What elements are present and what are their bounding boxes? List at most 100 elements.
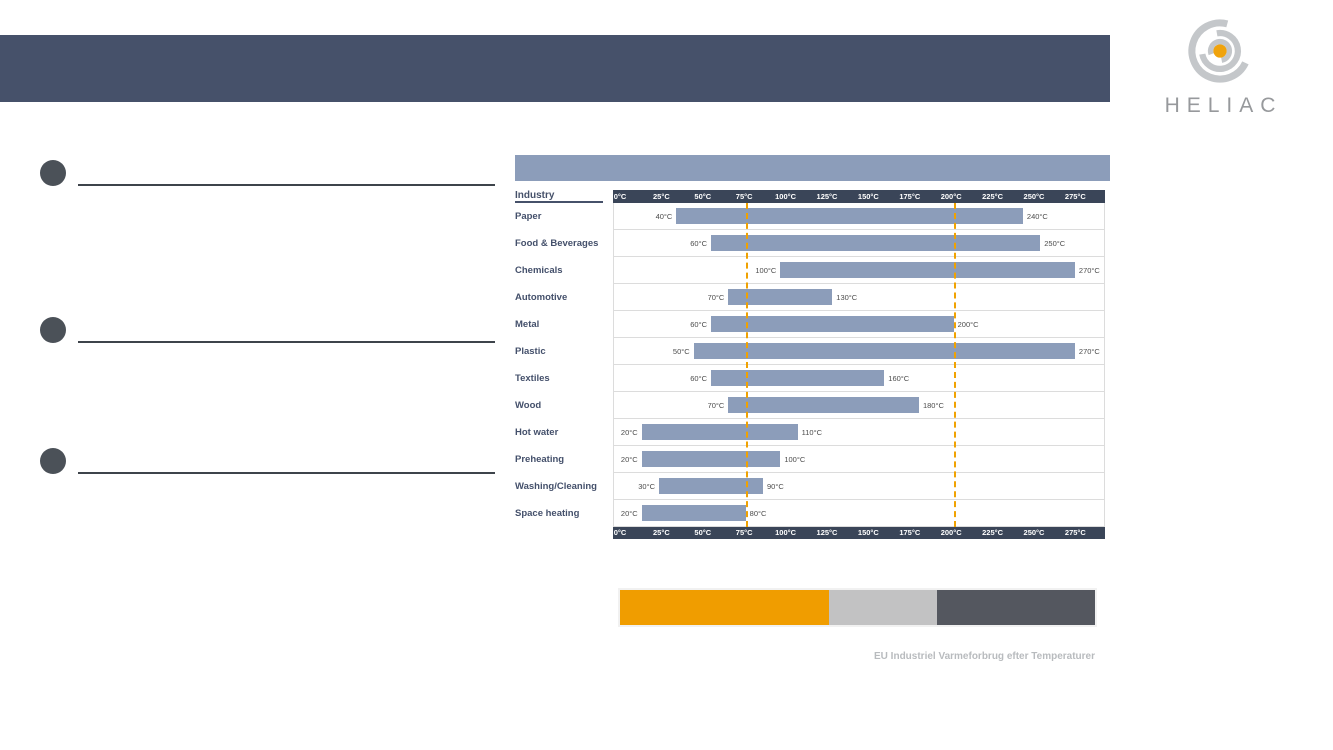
plot-area: 0°C 25°C 50°C 75°C 100°C 125°C 150°C 175°C 200°C… <box>613 190 1105 539</box>
industry-row-label: Chemicals <box>515 265 563 276</box>
bar-start-label: 50°C <box>672 347 690 356</box>
chart-row: 30°C 90°C <box>614 473 1104 500</box>
bar-start-label: 100°C <box>755 266 777 275</box>
bullet-circle-icon <box>40 448 66 474</box>
bar-start-label: 30°C <box>638 482 656 491</box>
temp-range-bar <box>780 262 1075 278</box>
temp-range-bar <box>693 343 1075 359</box>
legend-segment-high-temperature <box>937 590 1095 625</box>
chart-title-band <box>515 155 1110 181</box>
bar-start-label: 60°C <box>690 320 708 329</box>
reference-line-200c <box>953 203 956 527</box>
axis-tick-label: 175°C <box>899 192 921 201</box>
industry-row-label: Plastic <box>515 346 546 357</box>
bullet-item <box>40 160 496 200</box>
legend-segment-low-temperature <box>620 590 829 625</box>
bullet-line <box>78 472 495 474</box>
plot-rows: 40°C 240°C 60°C 250°C 100°C 270°C 70°C 130°C 60°… <box>613 203 1105 527</box>
chart-row: 20°C 80°C <box>614 500 1104 527</box>
chart-body: Industry Paper Food & Beverages Chemicals A… <box>515 190 1110 539</box>
chart-row: 50°C 270°C <box>614 338 1104 365</box>
industry-row-label: Hot water <box>515 427 559 438</box>
industry-column-header: Industry <box>515 190 603 203</box>
reference-line-80c <box>745 203 748 527</box>
chart-row: 70°C 130°C <box>614 284 1104 311</box>
axis-tick-label: 250°C <box>1023 528 1045 537</box>
chart-row: 70°C 180°C <box>614 392 1104 419</box>
temp-range-bar <box>676 208 1023 224</box>
bar-end-label: 160°C <box>888 374 910 383</box>
bar-end-label: 100°C <box>784 455 806 464</box>
temp-range-bar <box>659 478 763 494</box>
bar-start-label: 20°C <box>620 509 638 518</box>
chart-row: 20°C 100°C <box>614 446 1104 473</box>
heliac-logo-icon <box>1188 19 1249 83</box>
bar-end-label: 130°C <box>836 293 858 302</box>
axis-tick-label: 50°C <box>694 192 712 201</box>
temp-axis-bottom: 0°C 25°C 50°C 75°C 100°C 125°C 150°C 175°C 200°C… <box>613 527 1105 539</box>
bar-start-label: 70°C <box>707 293 725 302</box>
chart-row: 20°C 110°C <box>614 419 1104 446</box>
industry-row-label: Metal <box>515 319 540 330</box>
bar-end-label: 270°C <box>1078 347 1100 356</box>
temperature-legend-bar <box>618 588 1097 627</box>
bullet-circle-icon <box>40 160 66 186</box>
bar-start-label: 70°C <box>707 401 725 410</box>
heliac-logo: HELIAC <box>1155 10 1285 122</box>
axis-tick-label: 100°C <box>775 192 797 201</box>
industry-row-label: Paper <box>515 211 542 222</box>
axis-tick-label: 100°C <box>775 528 797 537</box>
bullet-item <box>40 448 496 488</box>
bar-start-label: 60°C <box>690 374 708 383</box>
axis-tick-label: 150°C <box>857 192 879 201</box>
axis-tick-label: 175°C <box>899 528 921 537</box>
bar-end-label: 80°C <box>749 509 767 518</box>
bullet-circle-icon <box>40 317 66 343</box>
axis-tick-label: 275°C <box>1064 528 1086 537</box>
temp-range-bar <box>728 397 919 413</box>
axis-tick-label: 150°C <box>857 528 879 537</box>
bar-end-label: 90°C <box>766 482 784 491</box>
axis-tick-label: 25°C <box>653 192 670 201</box>
bar-start-label: 20°C <box>620 455 638 464</box>
industry-label-column: Industry Paper Food & Beverages Chemicals A… <box>515 190 613 539</box>
chart-row: 60°C 160°C <box>614 365 1104 392</box>
temp-range-bar <box>641 451 781 467</box>
chart-row: 40°C 240°C <box>614 203 1104 230</box>
header-bar <box>0 35 1110 102</box>
axis-tick-label: 125°C <box>816 192 838 201</box>
axis-tick-label: 200°C <box>940 528 962 537</box>
axis-tick-label: 75°C <box>735 528 753 537</box>
axis-tick-label: 275°C <box>1064 192 1086 201</box>
bar-end-label: 250°C <box>1044 239 1066 248</box>
temp-range-bar <box>641 424 798 440</box>
axis-tick-label: 250°C <box>1023 192 1045 201</box>
temp-range-bar <box>711 235 1041 251</box>
industry-row-label: Food & Beverages <box>515 238 599 249</box>
bar-start-label: 60°C <box>690 239 708 248</box>
temp-range-bar <box>728 289 833 305</box>
industry-row-label: Automotive <box>515 292 568 303</box>
bar-end-label: 200°C <box>957 320 979 329</box>
axis-tick-label: 75°C <box>735 192 753 201</box>
heliac-logo-text: HELIAC <box>1164 94 1283 117</box>
bullet-item <box>40 317 496 357</box>
bar-end-label: 270°C <box>1078 266 1100 275</box>
industry-row-label: Textiles <box>515 373 550 384</box>
chart-row: 100°C 270°C <box>614 257 1104 284</box>
axis-tick-label: 25°C <box>653 528 670 537</box>
bar-end-label: 180°C <box>922 401 944 410</box>
logo-sun-dot-icon <box>1213 44 1227 58</box>
axis-tick-label: 200°C <box>940 192 962 201</box>
bar-start-label: 20°C <box>620 428 638 437</box>
temp-axis-top: 0°C 25°C 50°C 75°C 100°C 125°C 150°C 175°C 200°C… <box>613 190 1105 203</box>
axis-tick-label: 50°C <box>694 528 712 537</box>
axis-tick-label: 0°C <box>613 192 627 201</box>
axis-tick-label: 225°C <box>982 192 1004 201</box>
axis-tick-label: 125°C <box>816 528 838 537</box>
bar-start-label: 40°C <box>655 212 673 221</box>
industry-row-label: Preheating <box>515 454 565 465</box>
legend-segment-mid-temperature <box>829 590 938 625</box>
axis-tick-label: 225°C <box>982 528 1004 537</box>
bar-end-label: 240°C <box>1026 212 1048 221</box>
